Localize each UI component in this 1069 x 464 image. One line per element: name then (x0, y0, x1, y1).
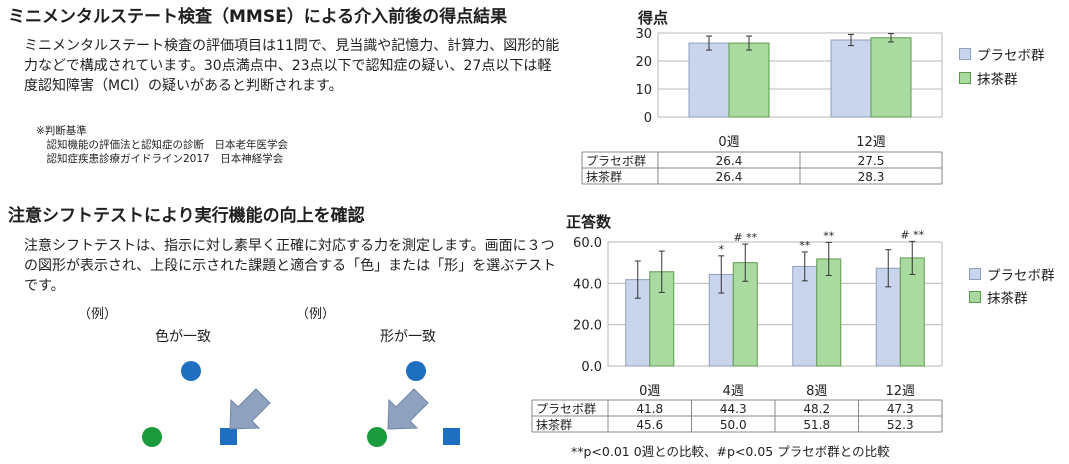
x-tick-label: 12週 (885, 384, 915, 399)
chart1-legend-matcha: 抹茶群 (959, 68, 1018, 88)
example2-option-circle (367, 427, 387, 447)
example1-figure (142, 361, 271, 447)
significance-mark: * (719, 243, 725, 256)
example2-option-square (443, 428, 460, 445)
chart1-legend-placebo: プラセボ群 (959, 44, 1045, 64)
bar (728, 42, 770, 118)
bar (830, 39, 872, 118)
table-value: 26.4 (716, 170, 743, 184)
section1-title: ミニメンタルステート検査（MMSE）による介入前後の得点結果 (8, 7, 508, 27)
table-value: 27.5 (858, 154, 885, 168)
table-value: 44.3 (720, 402, 747, 416)
x-tick-label: 0週 (639, 384, 660, 399)
x-tick-label: 0週 (718, 135, 739, 150)
y-tick-label: 30 (635, 27, 652, 42)
table-row-label: 抹茶群 (536, 417, 572, 432)
table-value: 48.2 (803, 402, 830, 416)
significance-mark: # ** (733, 231, 757, 244)
table-value: 47.3 (887, 402, 914, 416)
significance-mark: ** (823, 229, 835, 242)
bar (816, 258, 842, 367)
section2-title: 注意シフトテストにより実行機能の向上を確認 (8, 206, 365, 226)
example1-label: 色が一致 (155, 329, 211, 345)
significance-mark: # ** (900, 228, 924, 241)
y-tick-label: 40.0 (573, 277, 602, 292)
y-tick-label: 0.0 (581, 360, 602, 375)
bar (708, 273, 734, 367)
table-value: 28.3 (858, 170, 885, 184)
bar (792, 265, 818, 367)
example1-option-circle (142, 427, 162, 447)
example1-tag: （例） (78, 307, 118, 322)
chart2-legend-matcha: 抹茶群 (969, 287, 1028, 307)
attention-shift-chart: 0.0 20.0 40.0 60.0 0週 * # ** 4週 ** ** 8週 # ** 12週プラセ… (531, 228, 943, 433)
arrow-icon (229, 388, 271, 430)
example2-tag: （例） (296, 307, 336, 322)
y-tick-label: 0 (644, 111, 652, 126)
x-tick-label: 8週 (806, 384, 827, 399)
criteria-note: ※判断基準 認知機能の評価法と認知症の診断 日本老年医学会 認知症疾患診療ガイド… (36, 125, 288, 165)
chart1-title: 得点 (638, 9, 669, 27)
legend-swatch-placebo (969, 268, 981, 280)
legend-label-placebo: プラセボ群 (977, 48, 1045, 64)
legend-swatch-matcha (969, 291, 981, 303)
x-tick-label: 12週 (856, 135, 886, 150)
table-row-label: プラセボ群 (536, 402, 596, 416)
y-tick-label: 20 (635, 55, 652, 70)
example2-target-circle (406, 361, 426, 381)
arrow-icon (387, 388, 429, 430)
table-row-label: プラセボ群 (586, 154, 646, 168)
table-row-label: 抹茶群 (586, 169, 622, 184)
table-value: 50.0 (720, 418, 747, 432)
x-tick-label: 4週 (723, 384, 744, 399)
example2-figure (367, 361, 460, 447)
bar (688, 42, 730, 118)
table-value: 26.4 (716, 154, 743, 168)
significance-mark: ** (799, 239, 811, 252)
section1-body: ミニメンタルステート検査の評価項目は11問で、見当識や記憶力、計算力、図形的能力… (24, 38, 560, 94)
example2-label: 形が一致 (380, 329, 436, 345)
legend-label-placebo: プラセボ群 (987, 268, 1055, 284)
table-value: 51.8 (803, 418, 830, 432)
legend-label-matcha: 抹茶群 (977, 72, 1018, 88)
bar (870, 37, 912, 118)
legend-swatch-matcha (959, 72, 971, 84)
table-value: 45.6 (636, 418, 663, 432)
section2-body: 注意シフトテストは、指示に対し素早く正確に対応する力を測定します。画面に３つの図… (24, 238, 557, 294)
chart2-title: 正答数 (566, 213, 612, 231)
chart2-legend-placebo: プラセボ群 (969, 264, 1055, 284)
table-value: 41.8 (636, 402, 663, 416)
y-tick-label: 20.0 (573, 319, 602, 334)
table-value: 52.3 (887, 418, 914, 432)
y-tick-label: 10 (635, 83, 652, 98)
legend-label-matcha: 抹茶群 (987, 291, 1028, 307)
y-tick-label: 60.0 (573, 236, 602, 251)
example1-target-circle (181, 361, 201, 381)
legend-swatch-placebo (959, 48, 971, 60)
bar (899, 257, 925, 367)
chart2-footnote: **p<0.01 0週との比較、#p<0.05 プラセボ群との比較 (571, 444, 890, 459)
example1-option-square (220, 428, 237, 445)
